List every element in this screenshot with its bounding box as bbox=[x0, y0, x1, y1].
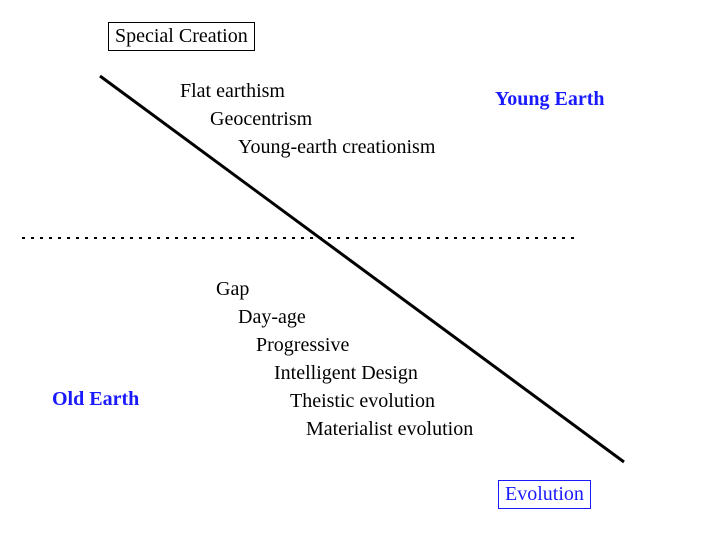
lower-item-1: Day-age bbox=[238, 306, 306, 329]
evolution-label: Evolution bbox=[505, 483, 584, 505]
list-item-label: Geocentrism bbox=[210, 108, 312, 130]
old-earth-label: Old Earth bbox=[52, 388, 139, 411]
lower-item-2: Progressive bbox=[256, 334, 349, 357]
lower-item-3: Intelligent Design bbox=[274, 362, 418, 385]
upper-item-2: Young-earth creationism bbox=[238, 136, 435, 159]
list-item-label: Materialist evolution bbox=[306, 418, 473, 440]
list-item-label: Flat earthism bbox=[180, 80, 285, 102]
list-item-label: Theistic evolution bbox=[290, 390, 435, 412]
upper-item-0: Flat earthism bbox=[180, 80, 285, 103]
special-creation-box: Special Creation bbox=[108, 22, 255, 51]
list-item-label: Day-age bbox=[238, 306, 306, 328]
list-item-label: Progressive bbox=[256, 334, 349, 356]
lower-item-0: Gap bbox=[216, 278, 249, 301]
young-earth-label: Young Earth bbox=[495, 88, 604, 111]
diagram-lines bbox=[0, 0, 720, 540]
lower-item-4: Theistic evolution bbox=[290, 390, 435, 413]
special-creation-label: Special Creation bbox=[115, 25, 248, 47]
evolution-box: Evolution bbox=[498, 480, 591, 509]
old-earth-text: Old Earth bbox=[52, 388, 139, 410]
list-item-label: Gap bbox=[216, 278, 249, 300]
lower-item-5: Materialist evolution bbox=[306, 418, 473, 441]
list-item-label: Young-earth creationism bbox=[238, 136, 435, 158]
young-earth-text: Young Earth bbox=[495, 88, 604, 110]
upper-item-1: Geocentrism bbox=[210, 108, 312, 131]
list-item-label: Intelligent Design bbox=[274, 362, 418, 384]
